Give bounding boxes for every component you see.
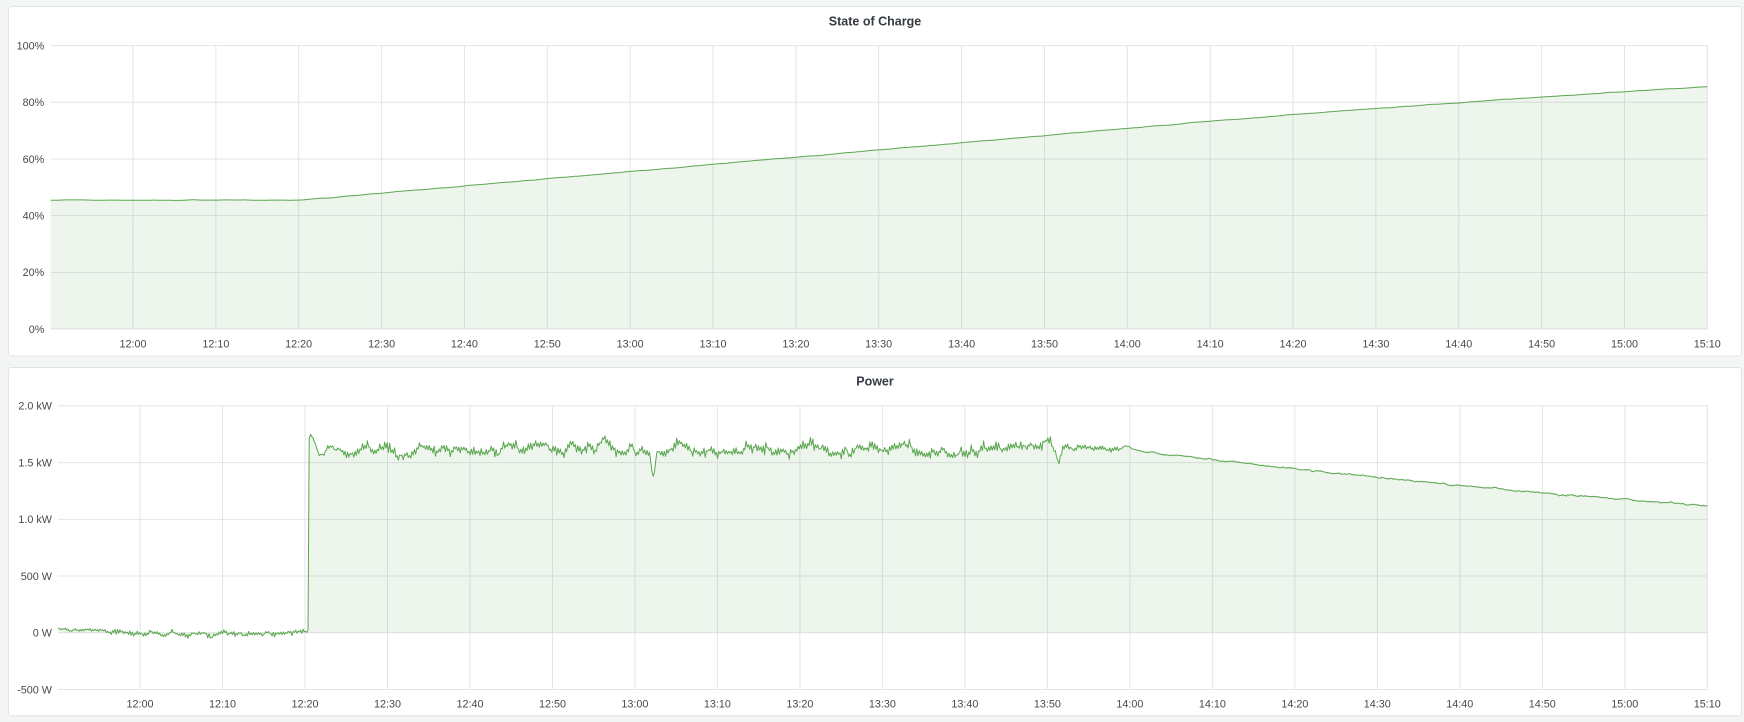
svg-text:12:40: 12:40 xyxy=(451,339,478,351)
svg-text:14:20: 14:20 xyxy=(1281,698,1308,710)
svg-text:15:00: 15:00 xyxy=(1611,698,1638,710)
svg-text:14:30: 14:30 xyxy=(1362,339,1389,351)
svg-text:13:10: 13:10 xyxy=(704,698,731,710)
svg-text:2.0 kW: 2.0 kW xyxy=(18,401,52,413)
svg-text:1.0 kW: 1.0 kW xyxy=(18,514,52,526)
svg-text:40%: 40% xyxy=(23,210,45,222)
svg-text:14:10: 14:10 xyxy=(1197,339,1224,351)
svg-text:15:10: 15:10 xyxy=(1694,339,1721,351)
svg-text:12:00: 12:00 xyxy=(119,339,146,351)
svg-text:13:40: 13:40 xyxy=(948,339,975,351)
svg-text:14:40: 14:40 xyxy=(1446,698,1473,710)
svg-text:500 W: 500 W xyxy=(21,571,53,583)
svg-text:12:50: 12:50 xyxy=(539,698,566,710)
svg-text:13:30: 13:30 xyxy=(869,698,896,710)
svg-text:12:30: 12:30 xyxy=(374,698,401,710)
svg-text:13:50: 13:50 xyxy=(1034,698,1061,710)
svg-text:14:00: 14:00 xyxy=(1114,339,1141,351)
svg-text:14:30: 14:30 xyxy=(1364,698,1391,710)
svg-text:14:50: 14:50 xyxy=(1529,698,1556,710)
svg-text:20%: 20% xyxy=(23,267,45,279)
svg-text:15:00: 15:00 xyxy=(1611,339,1638,351)
svg-text:13:20: 13:20 xyxy=(782,339,809,351)
svg-text:12:00: 12:00 xyxy=(126,698,153,710)
svg-text:14:50: 14:50 xyxy=(1528,339,1555,351)
svg-text:100%: 100% xyxy=(17,40,45,52)
svg-text:60%: 60% xyxy=(23,154,45,166)
svg-text:-500 W: -500 W xyxy=(17,684,53,696)
svg-text:12:20: 12:20 xyxy=(285,339,312,351)
svg-text:14:00: 14:00 xyxy=(1116,698,1143,710)
svg-text:12:40: 12:40 xyxy=(456,698,483,710)
svg-text:13:50: 13:50 xyxy=(1031,339,1058,351)
svg-text:0%: 0% xyxy=(29,324,45,336)
svg-text:13:40: 13:40 xyxy=(951,698,978,710)
svg-text:12:10: 12:10 xyxy=(209,698,236,710)
svg-text:13:00: 13:00 xyxy=(621,698,648,710)
svg-text:State of Charge: State of Charge xyxy=(829,15,921,29)
svg-text:15:10: 15:10 xyxy=(1694,698,1721,710)
svg-text:13:20: 13:20 xyxy=(786,698,813,710)
svg-text:Power: Power xyxy=(856,375,894,389)
svg-text:0 W: 0 W xyxy=(33,628,53,640)
svg-text:12:10: 12:10 xyxy=(202,339,229,351)
svg-text:13:10: 13:10 xyxy=(699,339,726,351)
svg-text:13:30: 13:30 xyxy=(865,339,892,351)
svg-text:12:50: 12:50 xyxy=(534,339,561,351)
svg-text:14:10: 14:10 xyxy=(1199,698,1226,710)
svg-text:1.5 kW: 1.5 kW xyxy=(18,457,52,469)
svg-text:12:30: 12:30 xyxy=(368,339,395,351)
svg-text:13:00: 13:00 xyxy=(617,339,644,351)
svg-text:80%: 80% xyxy=(23,97,45,109)
svg-text:14:40: 14:40 xyxy=(1445,339,1472,351)
svg-text:14:20: 14:20 xyxy=(1279,339,1306,351)
svg-text:12:20: 12:20 xyxy=(291,698,318,710)
